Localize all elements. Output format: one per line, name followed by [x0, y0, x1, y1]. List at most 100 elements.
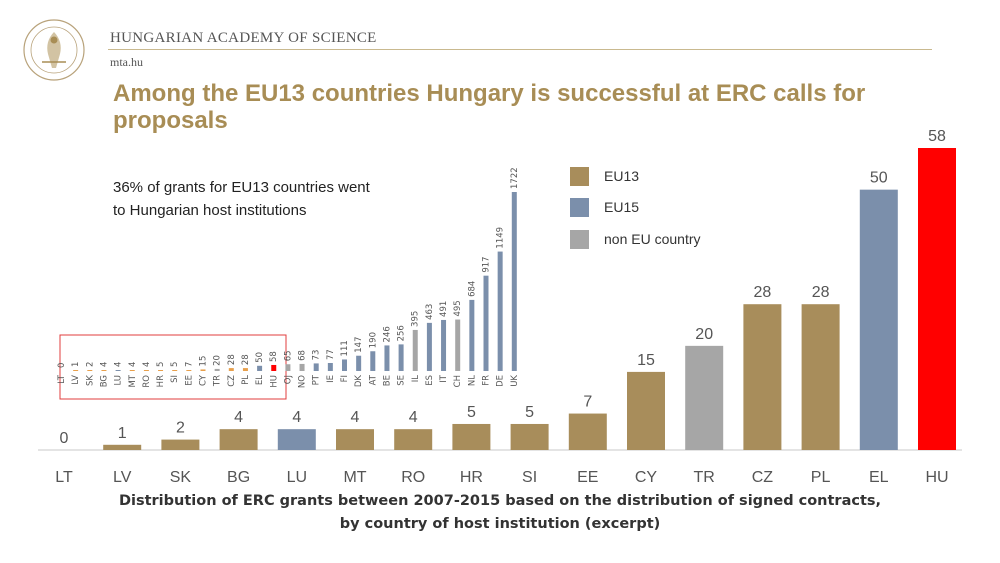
mini-tick-label-de: DE: [496, 375, 506, 387]
caption-line-1: Distribution of ERC grants between 2007-…: [118, 493, 882, 509]
mini-tick-label-dk: DK: [354, 375, 364, 388]
tick-label-lv: LV: [113, 469, 132, 486]
caption-line-2: by country of host institution (excerpt): [339, 516, 661, 532]
mini-tick-label-pt: PT: [312, 374, 322, 385]
mini-tick-label-ee: EE: [184, 375, 194, 386]
mini-bar-oj: [285, 364, 291, 371]
mini-value-label-lu: 4: [114, 362, 124, 367]
mini-value-label-se: 256: [397, 325, 407, 341]
value-label-hu: 58: [928, 128, 946, 145]
mini-bar-nl: [469, 299, 475, 371]
bar-lu: [277, 429, 316, 450]
mini-value-label-lt: 0: [57, 363, 67, 368]
legend-swatch-eu13: [570, 167, 589, 186]
bar-mt: [336, 429, 374, 450]
mini-tick-label-at: AT: [368, 374, 378, 385]
bar-hr: [452, 423, 491, 450]
mini-tick-label-hu: HU: [269, 375, 279, 388]
tick-label-si: SI: [522, 469, 537, 486]
mini-value-label-fi: 111: [340, 340, 350, 356]
mini-tick-label-lu: LU: [114, 375, 124, 386]
value-label-bg: 4: [234, 409, 243, 426]
value-label-lv: 1: [118, 425, 127, 442]
bar-cy: [627, 371, 665, 450]
tick-label-tr: TR: [694, 469, 715, 486]
value-label-mt: 4: [351, 409, 360, 426]
note-line-2: to Hungarian host institutions: [113, 202, 307, 219]
mini-bar-pt: [313, 363, 319, 371]
mini-bar-el: [257, 365, 263, 371]
mini-value-label-hr: 5: [156, 362, 166, 367]
mini-tick-label-se: SE: [397, 375, 407, 386]
value-label-si: 5: [525, 404, 534, 421]
mini-tick-label-si: SI: [170, 375, 180, 383]
tick-label-sk: SK: [170, 469, 192, 486]
value-label-lu: 4: [292, 409, 301, 426]
value-label-hr: 5: [467, 404, 476, 421]
mini-value-label-tr: 20: [213, 355, 223, 366]
tick-label-cz: CZ: [752, 469, 774, 486]
mini-value-label-ch: 495: [453, 300, 463, 316]
mini-tick-label-il: IL: [411, 375, 421, 383]
mini-tick-label-pl: PL: [241, 375, 251, 385]
bar-ro: [394, 429, 433, 450]
legend-label-eu13: EU13: [604, 168, 640, 184]
mini-tick-label-no: NO: [298, 375, 308, 388]
mini-bar-it: [441, 319, 447, 371]
mini-bar-se: [398, 344, 404, 371]
mini-bar-dk: [356, 355, 362, 371]
tick-label-ro: RO: [401, 469, 425, 486]
slide-title: Among the EU13 countries Hungary is succ…: [113, 80, 866, 134]
mini-value-label-it: 491: [439, 301, 449, 317]
mini-bar-cy: [200, 369, 206, 371]
mini-tick-label-ch: CH: [453, 375, 463, 387]
mini-value-label-de: 1149: [496, 227, 506, 249]
header-divider: [108, 49, 932, 50]
mini-value-label-bg: 4: [99, 362, 109, 367]
mini-tick-label-fi: FI: [340, 375, 350, 382]
mini-value-label-fr: 917: [482, 256, 492, 272]
mini-bar-ro: [143, 370, 149, 371]
mini-bar-fi: [342, 359, 347, 371]
mini-bar-at: [370, 351, 376, 371]
note-line-1: 36% of grants for EU13 countries went: [113, 179, 370, 196]
bar-lv: [103, 444, 142, 450]
mini-bar-no: [299, 363, 305, 371]
legend-label-non-eu: non EU country: [604, 231, 701, 247]
mini-tick-label-cy: CY: [199, 374, 209, 386]
mini-value-label-pl: 28: [241, 354, 251, 365]
tick-label-mt: MT: [343, 469, 366, 486]
mini-tick-label-mt: MT: [128, 374, 138, 387]
academy-url: mta.hu: [110, 55, 143, 69]
mini-value-label-uk: 1722: [510, 167, 520, 189]
tick-label-lu: LU: [287, 469, 307, 486]
mini-value-label-il: 395: [411, 311, 421, 327]
value-label-sk: 2: [176, 420, 185, 437]
mini-value-label-dk: 147: [354, 336, 364, 352]
mini-tick-label-tr: TR: [213, 375, 223, 387]
mini-value-label-at: 190: [368, 332, 378, 348]
value-label-cz: 28: [754, 284, 772, 301]
mini-bar-be: [384, 345, 390, 371]
mini-value-label-nl: 684: [467, 281, 477, 297]
bar-si: [510, 423, 549, 450]
mini-bar-il: [412, 329, 418, 371]
bar-sk: [161, 439, 200, 450]
mini-value-label-no: 68: [298, 350, 308, 361]
mini-bar-fr: [483, 275, 489, 371]
mini-tick-label-lt: LT: [57, 374, 67, 384]
mini-value-label-lv: 1: [71, 362, 81, 367]
value-label-pl: 28: [812, 284, 830, 301]
legend-label-eu15: EU15: [604, 199, 640, 215]
mini-bar-bg: [101, 370, 107, 371]
mini-tick-label-be: BE: [382, 375, 392, 386]
value-label-ro: 4: [409, 409, 418, 426]
mini-value-label-mt: 4: [128, 362, 138, 367]
mini-tick-label-oj: OJ: [283, 375, 293, 384]
mini-bar-lu: [115, 370, 121, 371]
tick-label-bg: BG: [227, 469, 250, 486]
tick-label-el: EL: [869, 469, 889, 486]
mini-value-label-sk: 2: [85, 362, 95, 367]
